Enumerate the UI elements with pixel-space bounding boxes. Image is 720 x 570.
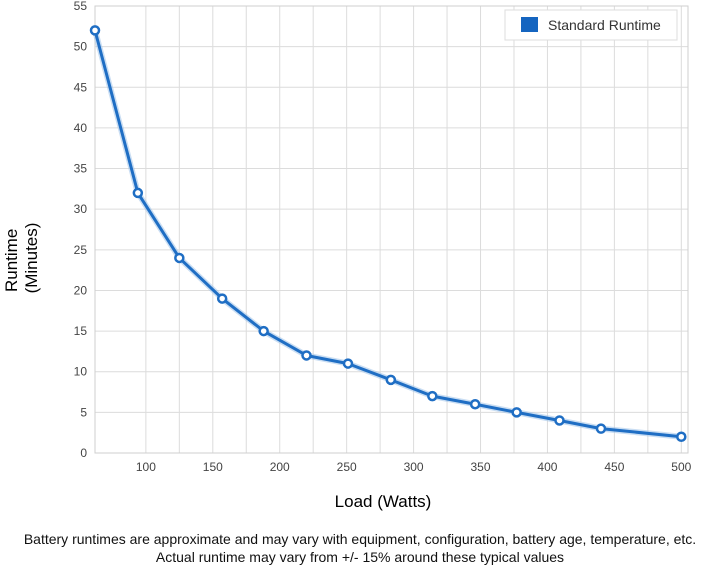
y-tick-label: 15 (74, 324, 88, 338)
x-tick-label: 200 (270, 460, 290, 474)
data-point (511, 407, 522, 418)
y-tick-label: 25 (74, 243, 88, 257)
grid (94, 5, 688, 454)
y-tick-label: 35 (74, 162, 88, 176)
x-tick-label: 250 (337, 460, 357, 474)
y-tick-label: 20 (74, 283, 88, 297)
data-point (385, 374, 397, 386)
footer-note-line-1: Battery runtimes are approximate and may… (23, 531, 697, 547)
y-tick-label: 5 (80, 405, 87, 419)
data-point (595, 423, 607, 434)
y-tick-label: 40 (74, 121, 88, 135)
series-line (93, 29, 682, 439)
legend-label: Standard Runtime (548, 17, 661, 33)
axis-ticks: 0 5 10 15 20 25 30 35 40 45 50 55 100 150 200 250 300 350… (74, 0, 692, 474)
data-point (469, 398, 481, 410)
x-axis-title: Load (Watts) (335, 492, 432, 511)
y-tick-label: 0 (80, 446, 87, 460)
y-tick-label: 10 (74, 365, 88, 379)
y-tick-label: 45 (74, 80, 88, 94)
x-tick-label: 500 (671, 460, 691, 474)
y-tick-label: 55 (74, 0, 88, 13)
data-point (301, 350, 312, 361)
data-point (676, 431, 687, 442)
data-point (174, 252, 185, 264)
y-axis-title-line-1: Runtime (2, 229, 21, 292)
y-axis-title-line-2: (Minutes) (22, 223, 41, 294)
x-tick-label: 450 (604, 460, 624, 474)
runtime-chart: 0 5 10 15 20 25 30 35 40 45 50 55 100 150 200 250 300 350… (2, 0, 692, 511)
data-point (258, 325, 269, 337)
data-point (427, 390, 438, 402)
data-point (554, 415, 565, 426)
data-point (342, 358, 354, 369)
legend-swatch (521, 17, 538, 32)
x-tick-label: 300 (404, 460, 424, 474)
footer-note-line-2: Actual runtime may vary from +/- 15% aro… (155, 549, 565, 565)
plot-border (94, 5, 689, 454)
data-point (216, 293, 228, 304)
data-point (132, 187, 144, 199)
x-tick-label: 400 (537, 460, 557, 474)
x-tick-label: 350 (471, 460, 491, 474)
y-tick-label: 30 (74, 202, 88, 216)
legend: Standard Runtime (504, 9, 678, 41)
data-point (89, 25, 101, 36)
x-tick-label: 100 (136, 460, 156, 474)
y-tick-label: 50 (74, 40, 88, 54)
y-axis-title: Runtime (Minutes) (2, 223, 41, 294)
series (89, 25, 687, 442)
x-tick-label: 150 (203, 460, 223, 474)
